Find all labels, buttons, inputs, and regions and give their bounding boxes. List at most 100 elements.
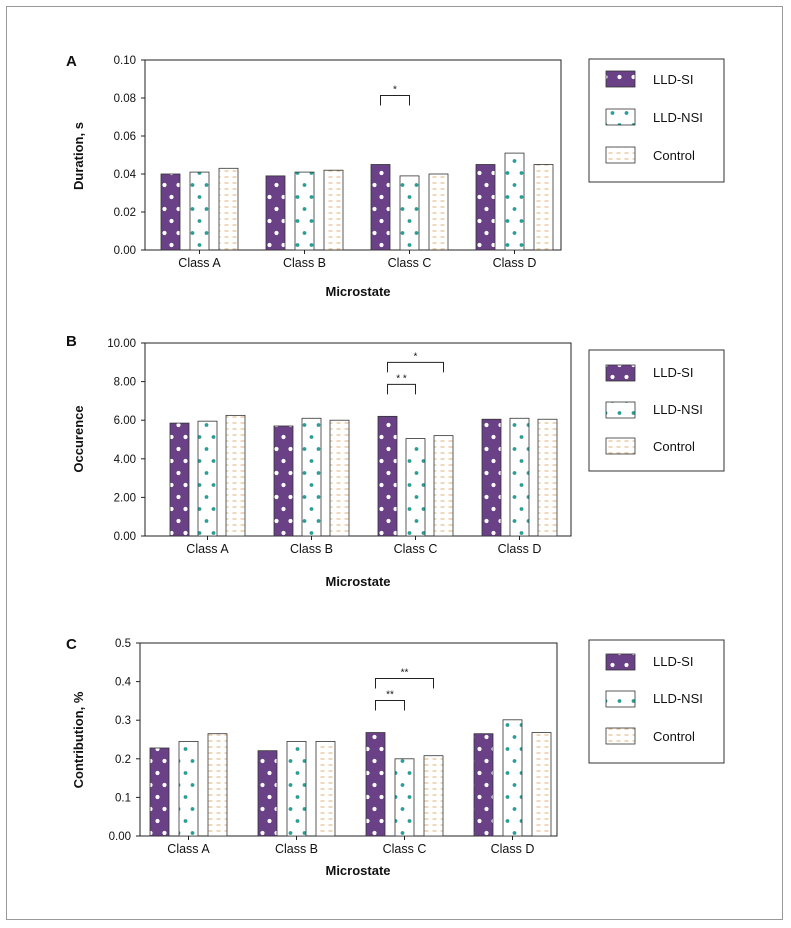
plot-panel-b: 0.00 2.00 4.00 6.00 8.00 10.00 Class A Class B C…: [107, 338, 572, 556]
y-tick-label: 0.5: [115, 638, 131, 650]
bar-si: [473, 733, 494, 837]
significance-label: * *: [396, 373, 407, 384]
bar-control: [537, 418, 558, 537]
legend-label-nsi: LLD-NSI: [653, 402, 703, 417]
y-tick-label: 0.04: [114, 169, 137, 181]
legend-label-si: LLD-SI: [653, 654, 693, 669]
x-axis-title-a: Microstate: [325, 284, 390, 299]
y-tick-label: 0.3: [115, 715, 131, 727]
significance-bracket: [375, 700, 405, 711]
legend-label-nsi: LLD-NSI: [653, 691, 703, 706]
bar-nsi: [197, 420, 218, 537]
bar-nsi: [504, 152, 525, 251]
y-tick-label: 0.00: [114, 531, 136, 543]
legend-label-control: Control: [653, 729, 695, 744]
bar-nsi: [405, 438, 426, 537]
y-tick-label: 0.06: [114, 131, 136, 143]
bar-si: [481, 418, 502, 537]
y-tick-label: 0.10: [114, 55, 136, 67]
bar-si: [365, 732, 386, 837]
legend-swatch-si: [605, 653, 636, 671]
x-axis-title-c: Microstate: [325, 863, 390, 878]
x-tick-label: Class A: [178, 256, 221, 270]
y-axis-title-c: Contribution, %: [71, 691, 86, 788]
y-tick-label: 0.00: [109, 831, 131, 843]
y-tick-label: 10.00: [107, 338, 136, 350]
significance-bracket: [375, 678, 434, 689]
bar-control: [315, 741, 336, 837]
y-tick-label: 0.1: [115, 792, 131, 804]
bar-nsi: [189, 171, 210, 251]
panel-label-b: B: [66, 333, 77, 350]
bar-nsi: [399, 175, 420, 251]
y-axis-title-b: Occurence: [71, 405, 86, 472]
y-tick-label: 2.00: [114, 492, 136, 504]
legend-label-si: LLD-SI: [653, 72, 693, 87]
bar-si: [160, 173, 181, 251]
significance-label: **: [401, 668, 409, 679]
legend-b: LLD-SI LLD-NSI Control: [588, 349, 725, 472]
bar-nsi: [294, 171, 315, 251]
bar-control: [207, 733, 228, 837]
x-tick-label: Class D: [493, 256, 537, 270]
plot-panel-c: 0.00 0.1 0.2 0.3 0.4 0.5 Class A Class B Class C…: [109, 638, 558, 856]
bar-control: [423, 755, 444, 837]
legend-swatch-si: [605, 364, 636, 382]
plot-area: [144, 59, 562, 251]
significance-label: **: [386, 690, 394, 701]
legend-label-control: Control: [653, 148, 695, 163]
y-axis-title-a: Duration, s: [71, 122, 86, 190]
y-tick-label: 6.00: [114, 415, 136, 427]
legend-swatch-control: [605, 146, 636, 164]
bar-control: [433, 435, 454, 537]
x-tick-label: Class C: [388, 256, 432, 270]
bar-si: [475, 164, 496, 251]
x-tick-label: Class A: [186, 542, 229, 556]
legend-label-control: Control: [653, 439, 695, 454]
bar-si: [257, 750, 278, 837]
x-tick-label: Class B: [283, 256, 326, 270]
bar-si: [265, 175, 286, 251]
significance-bracket: [387, 383, 416, 395]
legend-c: LLD-SI LLD-NSI Control: [588, 639, 725, 764]
y-tick-label: 0.2: [115, 754, 131, 766]
bar-nsi: [301, 417, 322, 537]
legend-swatch-nsi: [605, 690, 636, 708]
x-axis-title-b: Microstate: [325, 574, 390, 589]
panel-label-c: C: [66, 636, 77, 653]
bar-nsi: [394, 758, 415, 837]
bar-si: [149, 747, 170, 837]
legend-swatch-nsi: [605, 108, 636, 126]
bar-nsi: [502, 719, 523, 837]
bar-control: [531, 732, 552, 837]
bar-nsi: [286, 741, 307, 837]
plot-area: [144, 342, 572, 537]
bar-nsi: [509, 417, 530, 537]
y-tick-label: 0.02: [114, 207, 136, 219]
legend-swatch-control: [605, 727, 636, 745]
x-tick-label: Class A: [167, 842, 210, 856]
bar-control: [428, 173, 449, 251]
y-tick-label: 4.00: [114, 454, 136, 466]
plot-area: [139, 642, 558, 837]
legend-swatch-control: [605, 437, 636, 455]
bar-nsi: [178, 741, 199, 837]
x-tick-label: Class B: [290, 542, 333, 556]
bar-control: [329, 419, 350, 537]
significance-bracket: [387, 361, 444, 373]
significance-label: *: [414, 351, 418, 362]
y-tick-label: 8.00: [114, 377, 136, 389]
y-tick-label: 0.4: [115, 677, 132, 689]
bar-control: [225, 414, 246, 537]
x-tick-label: Class B: [275, 842, 318, 856]
bar-control: [533, 164, 554, 251]
bar-si: [169, 422, 190, 537]
legend-a: LLD-SI LLD-NSI Control: [588, 58, 725, 183]
significance-bracket: [380, 95, 410, 106]
bar-si: [377, 415, 398, 537]
legend-label-si: LLD-SI: [653, 365, 693, 380]
bar-si: [370, 164, 391, 251]
bar-control: [323, 169, 344, 251]
x-tick-label: Class C: [383, 842, 427, 856]
